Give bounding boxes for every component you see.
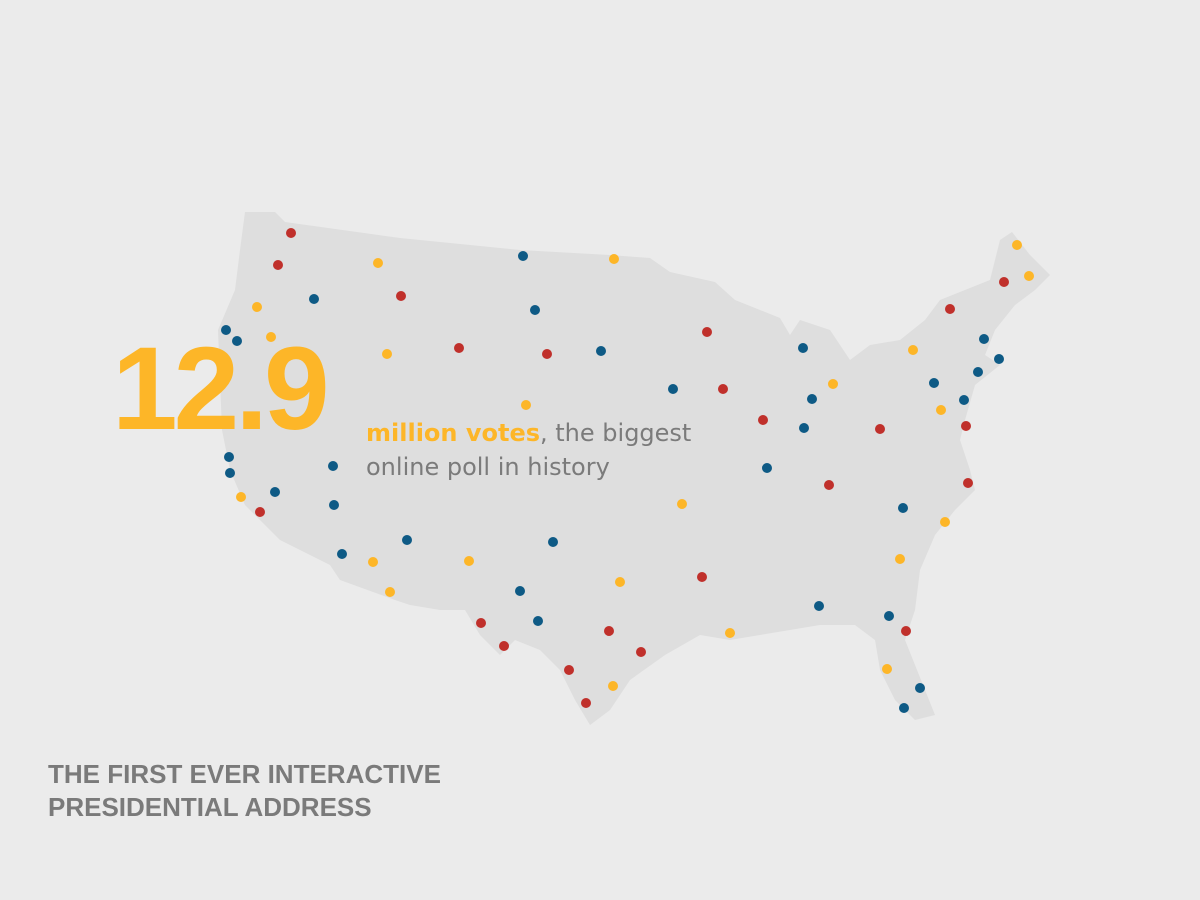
footer-line: PRESIDENTIAL ADDRESS — [48, 792, 372, 822]
vote-dot — [373, 258, 383, 268]
headline-number: 12.9 — [112, 323, 330, 455]
vote-dot — [273, 260, 283, 270]
vote-dot — [236, 492, 246, 502]
vote-dot — [615, 577, 625, 587]
vote-dot — [979, 334, 989, 344]
vote-dot — [515, 586, 525, 596]
vote-dot — [255, 507, 265, 517]
vote-dot — [499, 641, 509, 651]
vote-dot — [908, 345, 918, 355]
footer-title: THE FIRST EVER INTERACTIVE PRESIDENTIAL A… — [48, 758, 441, 824]
vote-dot — [814, 601, 824, 611]
vote-dot — [940, 517, 950, 527]
vote-dot — [564, 665, 574, 675]
vote-dot — [758, 415, 768, 425]
vote-dot — [798, 343, 808, 353]
footer-line: THE FIRST EVER INTERACTIVE — [48, 759, 441, 789]
vote-dot — [270, 487, 280, 497]
vote-dot — [530, 305, 540, 315]
vote-dot — [542, 349, 552, 359]
vote-dot — [476, 618, 486, 628]
headline-line2: online poll in history — [366, 453, 610, 481]
vote-dot — [882, 664, 892, 674]
vote-dot — [521, 400, 531, 410]
vote-dot — [604, 626, 614, 636]
vote-dot — [963, 478, 973, 488]
vote-dot — [762, 463, 772, 473]
vote-dot — [929, 378, 939, 388]
vote-dot — [581, 698, 591, 708]
vote-dot — [702, 327, 712, 337]
vote-dot — [945, 304, 955, 314]
vote-dot — [329, 500, 339, 510]
vote-dot — [286, 228, 296, 238]
vote-dot — [252, 302, 262, 312]
vote-dot — [899, 703, 909, 713]
vote-dot — [1012, 240, 1022, 250]
vote-dot — [382, 349, 392, 359]
headline-rest: , the biggest — [540, 419, 692, 447]
vote-dot — [828, 379, 838, 389]
vote-dot — [875, 424, 885, 434]
vote-dot — [799, 423, 809, 433]
vote-dot — [454, 343, 464, 353]
vote-dot — [221, 325, 231, 335]
vote-dot — [961, 421, 971, 431]
vote-dot — [464, 556, 474, 566]
vote-dot — [309, 294, 319, 304]
vote-dot — [994, 354, 1004, 364]
vote-dot — [973, 367, 983, 377]
vote-dot — [1024, 271, 1034, 281]
headline-text: million votes, the biggest online poll in… — [366, 416, 691, 484]
vote-dot — [936, 405, 946, 415]
vote-dot — [898, 503, 908, 513]
vote-dot — [895, 554, 905, 564]
vote-dot — [596, 346, 606, 356]
headline-highlight: million votes — [366, 419, 541, 447]
vote-dot — [337, 549, 347, 559]
vote-dot — [636, 647, 646, 657]
vote-dot — [396, 291, 406, 301]
vote-dot — [232, 336, 242, 346]
vote-dot — [548, 537, 558, 547]
vote-dot — [807, 394, 817, 404]
vote-dot — [718, 384, 728, 394]
vote-dot — [915, 683, 925, 693]
vote-dot — [697, 572, 707, 582]
vote-dot — [999, 277, 1009, 287]
vote-dot — [328, 461, 338, 471]
vote-dot — [608, 681, 618, 691]
vote-dot — [402, 535, 412, 545]
vote-dot — [959, 395, 969, 405]
vote-dots — [221, 228, 1034, 713]
vote-dot — [901, 626, 911, 636]
vote-dot — [609, 254, 619, 264]
map-outline — [218, 212, 1050, 725]
vote-dot — [368, 557, 378, 567]
vote-dot — [725, 628, 735, 638]
vote-dot — [677, 499, 687, 509]
vote-dot — [518, 251, 528, 261]
vote-dot — [668, 384, 678, 394]
vote-dot — [824, 480, 834, 490]
vote-dot — [266, 332, 276, 342]
vote-dot — [533, 616, 543, 626]
vote-dot — [224, 452, 234, 462]
vote-dot — [225, 468, 235, 478]
vote-dot — [884, 611, 894, 621]
vote-dot — [385, 587, 395, 597]
